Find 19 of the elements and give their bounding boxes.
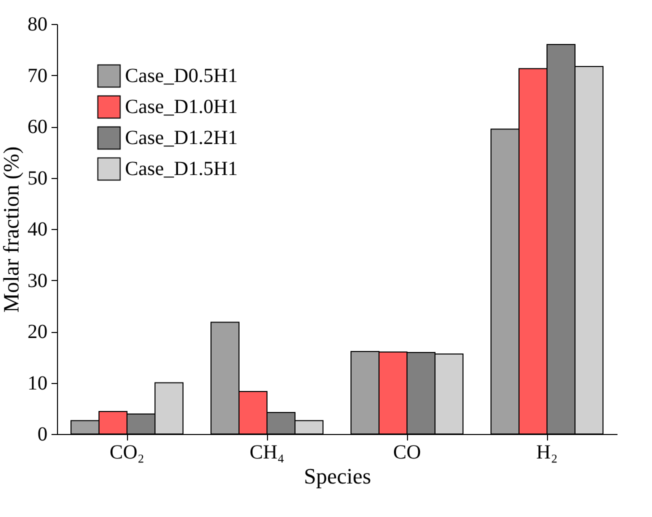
x-axis-title: Species <box>304 464 372 488</box>
x-tick-label: CO <box>393 442 421 464</box>
y-tick-label: 10 <box>28 372 48 394</box>
y-tick-label: 50 <box>28 167 48 190</box>
y-tick-label: 60 <box>28 116 48 138</box>
y-tick-label: 40 <box>28 218 48 240</box>
legend-label: Case_D0.5H1 <box>125 65 238 87</box>
legend-label: Case_D1.5H1 <box>125 158 238 180</box>
x-tick-label: CO₂ <box>110 442 144 464</box>
y-tick-label: 20 <box>28 321 48 343</box>
y-tick-label: 70 <box>28 64 48 87</box>
x-tick-label: H₂ <box>536 442 558 464</box>
y-tick-label: 0 <box>38 424 48 446</box>
y-tick-label: 80 <box>28 14 48 36</box>
y-axis-title: Molar fraction (%) <box>0 146 24 313</box>
legend-label: Case_D1.2H1 <box>125 127 238 149</box>
legend-label: Case_D1.0H1 <box>125 96 238 118</box>
y-tick-label: 30 <box>28 270 48 292</box>
x-tick-label: CH₄ <box>250 442 284 464</box>
